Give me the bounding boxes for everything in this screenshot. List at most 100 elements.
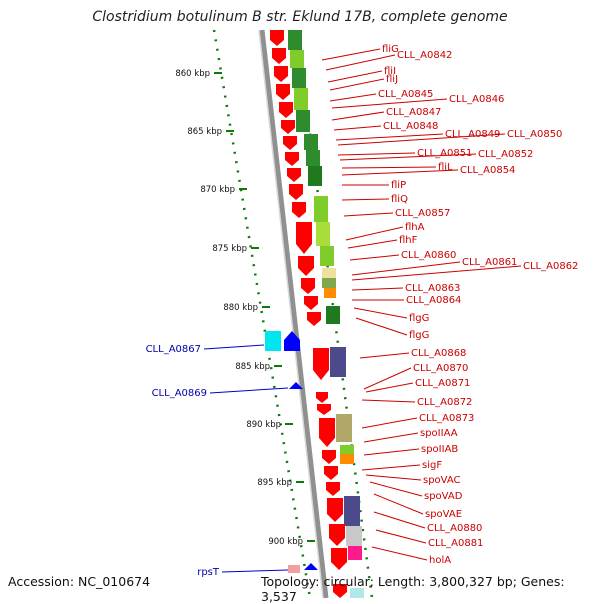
- gene-arrow[interactable]: [287, 168, 301, 182]
- forward-gene-label[interactable]: CLL_A0862: [523, 261, 578, 272]
- gene-leader-line: [327, 70, 383, 83]
- forward-gene-label[interactable]: CLL_A0870: [413, 363, 468, 374]
- gene-leader-line: [221, 569, 289, 573]
- forward-gene-label[interactable]: fliQ: [391, 194, 408, 205]
- gene-arrow[interactable]: [331, 548, 347, 570]
- gene-leader-line: [321, 48, 381, 61]
- gc-block: [346, 526, 362, 546]
- forward-gene-label[interactable]: flgG: [409, 313, 429, 324]
- gene-leader-line: [341, 169, 459, 176]
- gene-arrow[interactable]: [304, 296, 318, 310]
- gene-arrow[interactable]: [289, 184, 303, 200]
- forward-gene-label[interactable]: spoIIAA: [420, 428, 458, 439]
- forward-gene-label[interactable]: CLL_A0848: [383, 121, 438, 132]
- gene-leader-line: [369, 481, 423, 497]
- kbp-tick-layer: 860 kbp 865 kbp 870 kbp 875 kbp 880 kbp 885 k…: [175, 69, 315, 547]
- gc-block: [265, 331, 281, 351]
- gc-block: [330, 347, 346, 377]
- forward-gene-track: [270, 30, 347, 598]
- gene-leader-line: [345, 226, 404, 241]
- genome-backbone-highlight: [258, 29, 324, 599]
- reverse-gene-label[interactable]: CLL_A0867: [146, 344, 201, 355]
- gene-arrow[interactable]: [276, 84, 290, 100]
- forward-gene-label[interactable]: CLL_A0854: [460, 165, 515, 176]
- gene-arrow[interactable]: [289, 382, 303, 389]
- gene-arrow[interactable]: [333, 584, 347, 598]
- forward-gene-label[interactable]: CLL_A0871: [415, 378, 470, 389]
- gene-arrow[interactable]: [324, 466, 338, 480]
- forward-gene-label[interactable]: fliL: [438, 162, 453, 173]
- forward-gene-label[interactable]: CLL_A0880: [427, 523, 482, 534]
- kbp-tick-label: 900 kbp: [268, 537, 303, 547]
- gene-arrow[interactable]: [281, 120, 295, 134]
- gc-block: [290, 50, 304, 68]
- forward-gene-label[interactable]: CLL_A0860: [401, 250, 456, 261]
- forward-gene-label[interactable]: CLL_A0850: [507, 129, 562, 140]
- gene-arrow[interactable]: [316, 392, 328, 403]
- forward-gene-label[interactable]: fliI: [384, 66, 396, 77]
- gene-arrow[interactable]: [307, 312, 321, 326]
- gene-arrow[interactable]: [327, 498, 343, 522]
- gene-leader-line: [373, 493, 424, 515]
- forward-gene-label[interactable]: CLL_A0842: [397, 50, 452, 61]
- forward-gene-label[interactable]: CLL_A0849: [445, 129, 500, 140]
- kbp-tick-label: 890 kbp: [246, 420, 281, 430]
- gc-block: [326, 306, 340, 324]
- forward-gene-label[interactable]: flhF: [399, 235, 418, 246]
- forward-gene-label[interactable]: CLL_A0863: [405, 283, 460, 294]
- gene-arrow[interactable]: [283, 136, 297, 150]
- gene-arrow[interactable]: [292, 202, 306, 218]
- gene-leader-line: [351, 287, 404, 291]
- forward-gene-label[interactable]: spoVAE: [425, 509, 462, 520]
- forward-gene-label[interactable]: CLL_A0851: [417, 148, 472, 159]
- forward-gene-label[interactable]: fliJ: [386, 74, 398, 85]
- forward-gene-label[interactable]: spoIIAB: [421, 444, 458, 455]
- gc-block: [288, 30, 302, 50]
- gene-arrow[interactable]: [279, 102, 293, 118]
- gene-arrow[interactable]: [317, 404, 331, 415]
- reverse-gene-label[interactable]: CLL_A0869: [152, 388, 207, 399]
- gene-arrow[interactable]: [319, 418, 335, 447]
- gc-block: [340, 454, 354, 464]
- gene-arrow[interactable]: [274, 66, 288, 82]
- gene-arrow[interactable]: [301, 278, 315, 294]
- gene-arrow[interactable]: [329, 524, 345, 546]
- forward-gene-label[interactable]: spoVAC: [423, 475, 461, 486]
- gene-leader-line: [363, 432, 419, 443]
- gene-leader-line: [339, 153, 477, 161]
- gene-arrow[interactable]: [322, 450, 336, 464]
- reverse-gene-track: [265, 331, 318, 573]
- forward-gene-label[interactable]: flhA: [405, 222, 425, 233]
- forward-gene-label[interactable]: fliP: [391, 180, 406, 191]
- gene-arrow[interactable]: [272, 48, 286, 64]
- gene-arrow[interactable]: [285, 152, 299, 166]
- forward-gene-label[interactable]: spoVAD: [424, 491, 463, 502]
- forward-gene-label[interactable]: CLL_A0861: [462, 257, 517, 268]
- forward-gene-label[interactable]: CLL_A0872: [417, 397, 472, 408]
- gene-leader-line: [363, 367, 412, 390]
- forward-gene-label[interactable]: CLL_A0847: [386, 107, 441, 118]
- gc-block: [296, 110, 310, 132]
- gene-arrow[interactable]: [313, 348, 329, 380]
- forward-gene-label[interactable]: CLL_A0881: [428, 538, 483, 549]
- gene-arrow[interactable]: [296, 222, 312, 254]
- forward-gene-label[interactable]: fliG: [382, 44, 399, 55]
- forward-gene-label[interactable]: CLL_A0857: [395, 208, 450, 219]
- forward-gene-label[interactable]: CLL_A0846: [449, 94, 504, 105]
- forward-gene-label[interactable]: CLL_A0868: [411, 348, 466, 359]
- forward-gene-label[interactable]: CLL_A0845: [378, 89, 433, 100]
- forward-gene-label[interactable]: CLL_A0864: [406, 295, 461, 306]
- gene-arrow[interactable]: [298, 256, 314, 276]
- gc-block: [344, 496, 360, 526]
- reverse-gene-label[interactable]: rpsT: [197, 567, 220, 578]
- forward-gene-label[interactable]: CLL_A0852: [478, 149, 533, 160]
- forward-gene-label[interactable]: sigF: [422, 460, 442, 471]
- gene-arrow[interactable]: [284, 331, 300, 351]
- gene-arrow[interactable]: [326, 482, 340, 496]
- forward-gene-label[interactable]: holA: [429, 555, 451, 566]
- forward-gene-label[interactable]: CLL_A0873: [419, 413, 474, 424]
- map-title: Clostridium botulinum B str. Eklund 17B,…: [92, 9, 508, 25]
- gene-arrow[interactable]: [304, 563, 318, 570]
- gene-arrow[interactable]: [270, 30, 284, 46]
- forward-gene-label[interactable]: flgG: [409, 330, 429, 341]
